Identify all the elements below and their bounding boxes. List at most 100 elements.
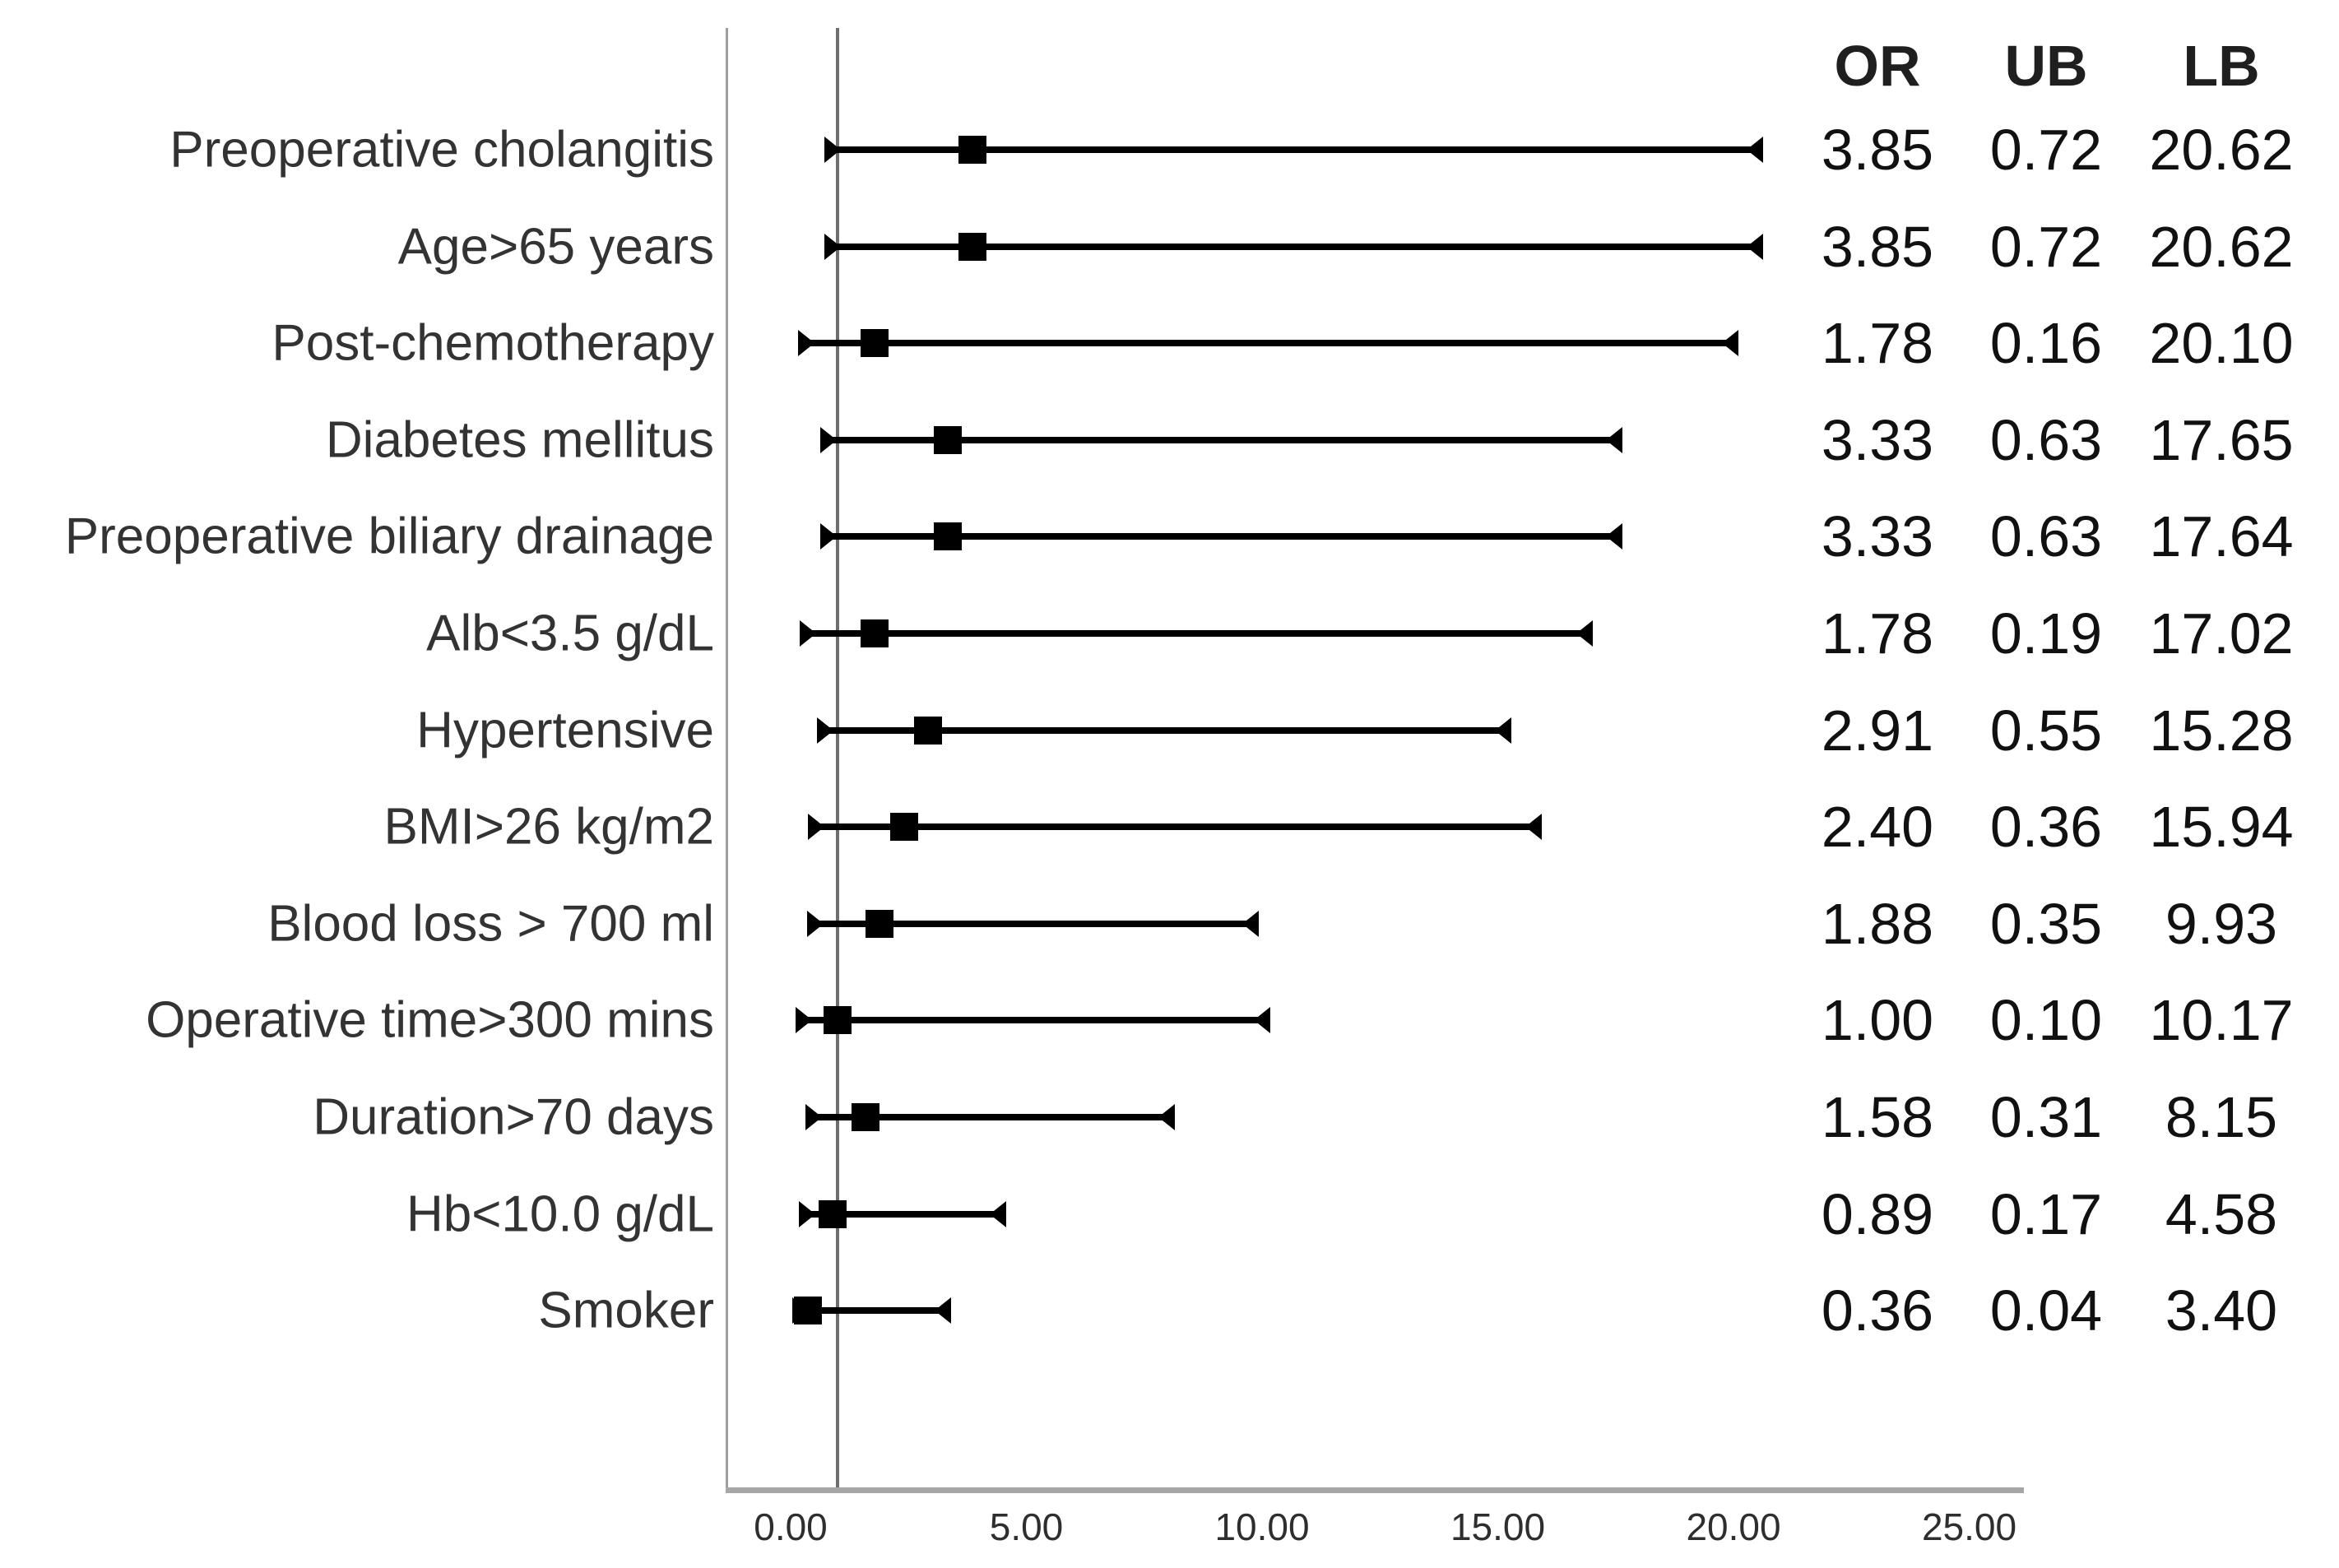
or-value: 1.00 (1821, 988, 1934, 1053)
or-value: 3.33 (1821, 504, 1934, 569)
ci-bar (805, 1114, 1175, 1120)
column-header-ub: UB (2004, 34, 2088, 98)
or-marker (889, 813, 918, 842)
ci-cap-right (1721, 330, 1738, 357)
ub-value: 0.31 (1989, 1085, 2103, 1149)
ub-value: 0.19 (1989, 601, 2103, 666)
ci-bar (798, 340, 1738, 347)
or-value: 2.40 (1821, 795, 1934, 860)
ci-cap-left (805, 1104, 822, 1130)
ci-cap-right (1746, 137, 1763, 163)
ub-value: 0.72 (1989, 118, 2103, 182)
or-marker (818, 1199, 847, 1228)
or-marker (793, 1297, 822, 1325)
or-marker (958, 136, 986, 164)
x-tick-label: 25.00 (1921, 1505, 2017, 1548)
row-label: Hb<10.0 g/dL (406, 1185, 714, 1243)
row-label: BMI>26 kg/m2 (383, 798, 714, 856)
or-value: 3.85 (1821, 118, 1934, 182)
ci-bar (820, 533, 1622, 540)
ci-cap-right (1606, 426, 1623, 453)
row-label: Blood loss > 700 ml (267, 895, 714, 953)
lb-value: 15.28 (2149, 698, 2294, 763)
ci-cap-right (1746, 233, 1763, 260)
or-marker (860, 619, 889, 647)
ci-cap-left (807, 910, 824, 937)
ci-cap-left (798, 330, 815, 357)
or-marker (933, 425, 962, 454)
or-value: 1.58 (1821, 1085, 1934, 1149)
lb-value: 10.17 (2149, 988, 2294, 1053)
row-label: Age>65 years (397, 218, 714, 276)
lb-value: 20.10 (2149, 311, 2294, 376)
lb-value: 9.93 (2165, 891, 2278, 956)
or-value: 0.89 (1821, 1181, 1934, 1246)
x-tick-label: 5.00 (989, 1505, 1064, 1548)
lb-value: 15.94 (2149, 795, 2294, 860)
or-marker (851, 1103, 879, 1131)
row-label: Hypertensive (416, 702, 714, 759)
lb-value: 3.40 (2165, 1278, 2278, 1343)
ub-value: 0.63 (1989, 407, 2103, 472)
ub-value: 0.04 (1989, 1278, 2103, 1343)
ub-value: 0.10 (1989, 988, 2103, 1053)
ub-value: 0.17 (1989, 1181, 2103, 1246)
or-value: 3.85 (1821, 214, 1934, 279)
or-value: 1.78 (1821, 311, 1934, 376)
row-label: Operative time>300 mins (146, 991, 714, 1049)
column-header-lb: LB (2183, 34, 2260, 98)
ci-cap-right (1605, 523, 1622, 550)
or-value: 2.91 (1821, 698, 1934, 763)
ci-bar (798, 1210, 1007, 1218)
ci-cap-left (824, 233, 842, 260)
ci-cap-right (1241, 910, 1259, 937)
ci-cap-left (816, 717, 833, 744)
lb-value: 8.15 (2165, 1085, 2278, 1149)
ci-cap-left (807, 814, 824, 841)
ci-cap-left (820, 523, 838, 550)
ci-bar (807, 823, 1543, 831)
or-marker (824, 1006, 852, 1035)
or-value: 0.36 (1821, 1278, 1934, 1343)
lb-value: 20.62 (2149, 214, 2294, 279)
ub-value: 0.16 (1989, 311, 2103, 376)
or-value: 1.88 (1821, 891, 1934, 956)
ci-cap-right (1253, 1007, 1270, 1034)
ci-cap-left (798, 1200, 815, 1227)
ci-cap-right (990, 1200, 1007, 1227)
ci-bar (792, 1307, 951, 1315)
ub-value: 0.63 (1989, 504, 2103, 569)
ci-bar (807, 920, 1259, 927)
or-marker (933, 522, 962, 551)
ub-value: 0.72 (1989, 214, 2103, 279)
ci-cap-left (820, 426, 838, 453)
lb-value: 17.02 (2149, 601, 2294, 666)
row-label: Post-chemotherapy (271, 314, 714, 372)
ci-bar (799, 630, 1594, 637)
ci-cap-left (795, 1007, 812, 1034)
row-label: Smoker (538, 1282, 714, 1339)
ci-bar (824, 243, 1763, 250)
x-axis-line (726, 1487, 2024, 1493)
row-label: Alb<3.5 g/dL (426, 605, 714, 662)
ci-bar (824, 146, 1763, 153)
lb-value: 17.64 (2149, 504, 2294, 569)
ub-value: 0.35 (1989, 891, 2103, 956)
column-header-or: OR (1834, 34, 1921, 98)
ci-cap-left (799, 620, 816, 647)
or-value: 3.33 (1821, 407, 1934, 472)
y-axis-line (726, 28, 728, 1487)
or-value: 1.78 (1821, 601, 1934, 666)
ci-bar (795, 1017, 1270, 1024)
row-label: Duration>70 days (313, 1088, 714, 1146)
ub-value: 0.36 (1989, 795, 2103, 860)
x-tick-label: 20.00 (1686, 1505, 1781, 1548)
x-tick-label: 10.00 (1214, 1505, 1310, 1548)
or-marker (913, 716, 942, 745)
or-marker (860, 329, 889, 358)
ci-cap-right (1525, 814, 1543, 841)
lb-value: 20.62 (2149, 118, 2294, 182)
ci-cap-right (934, 1297, 951, 1324)
or-marker (865, 909, 893, 938)
